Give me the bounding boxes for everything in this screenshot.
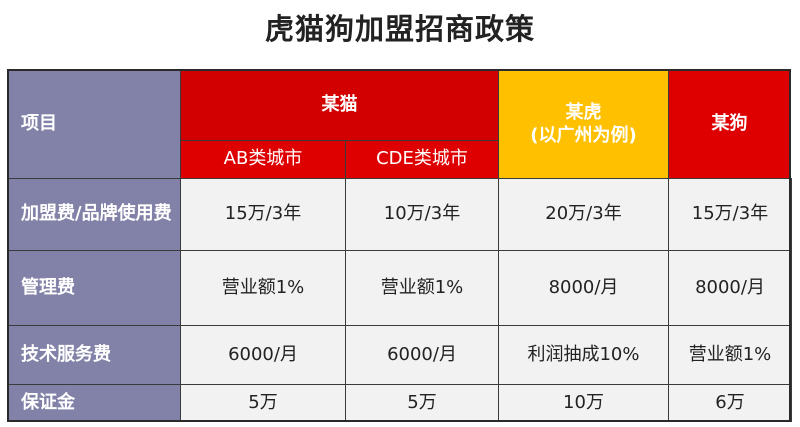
cell-value: 6000/月 (228, 343, 298, 365)
cell-value: 5万 (407, 391, 437, 413)
value-cell: 10万/3年 (345, 178, 499, 251)
row-label-cell: 加盟费/品牌使用费 (8, 178, 181, 251)
row-label-cell: 保证金 (8, 384, 181, 422)
cell-value: 5万 (248, 391, 278, 413)
value-cell: 6万 (668, 384, 792, 422)
header-cell: 某狗 (668, 70, 791, 179)
row-label: 技术服务费 (21, 343, 111, 365)
value-cell: 营业额1% (668, 325, 792, 385)
page-title: 虎猫狗加盟招商政策 (264, 12, 535, 46)
value-cell: 营业额1% (345, 250, 499, 326)
header-note: (以广州为例) (530, 124, 637, 146)
value-cell: 利润抽成10% (498, 325, 669, 385)
value-cell: 营业额1% (180, 250, 346, 326)
cell-value: 15万/3年 (691, 203, 769, 225)
cell-value: 营业额1% (380, 276, 464, 298)
value-cell: 8000/月 (668, 250, 792, 326)
header-text: 项目 (21, 113, 57, 135)
cell-value: 15万/3年 (224, 203, 302, 225)
value-cell: 6000/月 (180, 325, 346, 385)
cell-value: 6000/月 (387, 343, 457, 365)
header-cell: 项目 (8, 70, 181, 179)
sub-header-text: CDE类城市 (376, 148, 468, 170)
header-text: 某虎 (565, 102, 602, 123)
row-label-cell: 技术服务费 (8, 325, 181, 385)
sub-header-cell: AB类城市 (180, 140, 346, 179)
cell-value: 营业额1% (221, 276, 305, 298)
value-cell: 15万/3年 (180, 178, 346, 251)
row-label: 管理费 (21, 276, 75, 298)
header-text: 某狗 (711, 113, 748, 135)
cell-value: 营业额1% (688, 343, 772, 365)
value-cell: 20万/3年 (498, 178, 669, 251)
header-text: 某猫 (321, 94, 358, 116)
sub-header-text: AB类城市 (223, 148, 303, 170)
cell-value: 6万 (715, 391, 745, 413)
value-cell: 5万 (180, 384, 346, 422)
header-cell: 某虎 (以广州为例) (498, 70, 669, 179)
sub-header-cell: CDE类城市 (345, 140, 499, 179)
cell-value: 利润抽成10% (527, 343, 640, 365)
cell-value: 10万 (563, 391, 604, 413)
cell-value: 8000/月 (695, 276, 765, 298)
cell-value: 8000/月 (548, 276, 619, 298)
row-label-cell: 管理费 (8, 250, 181, 326)
cell-value: 10万/3年 (383, 203, 461, 225)
value-cell: 8000/月 (498, 250, 669, 326)
cell-value: 20万/3年 (545, 203, 622, 225)
value-cell: 15万/3年 (668, 178, 792, 251)
header-cell: 某猫 (180, 70, 499, 141)
row-label: 保证金 (21, 391, 75, 413)
value-cell: 10万 (498, 384, 669, 422)
value-cell: 6000/月 (345, 325, 499, 385)
row-label: 加盟费/品牌使用费 (21, 203, 172, 225)
value-cell: 5万 (345, 384, 499, 422)
